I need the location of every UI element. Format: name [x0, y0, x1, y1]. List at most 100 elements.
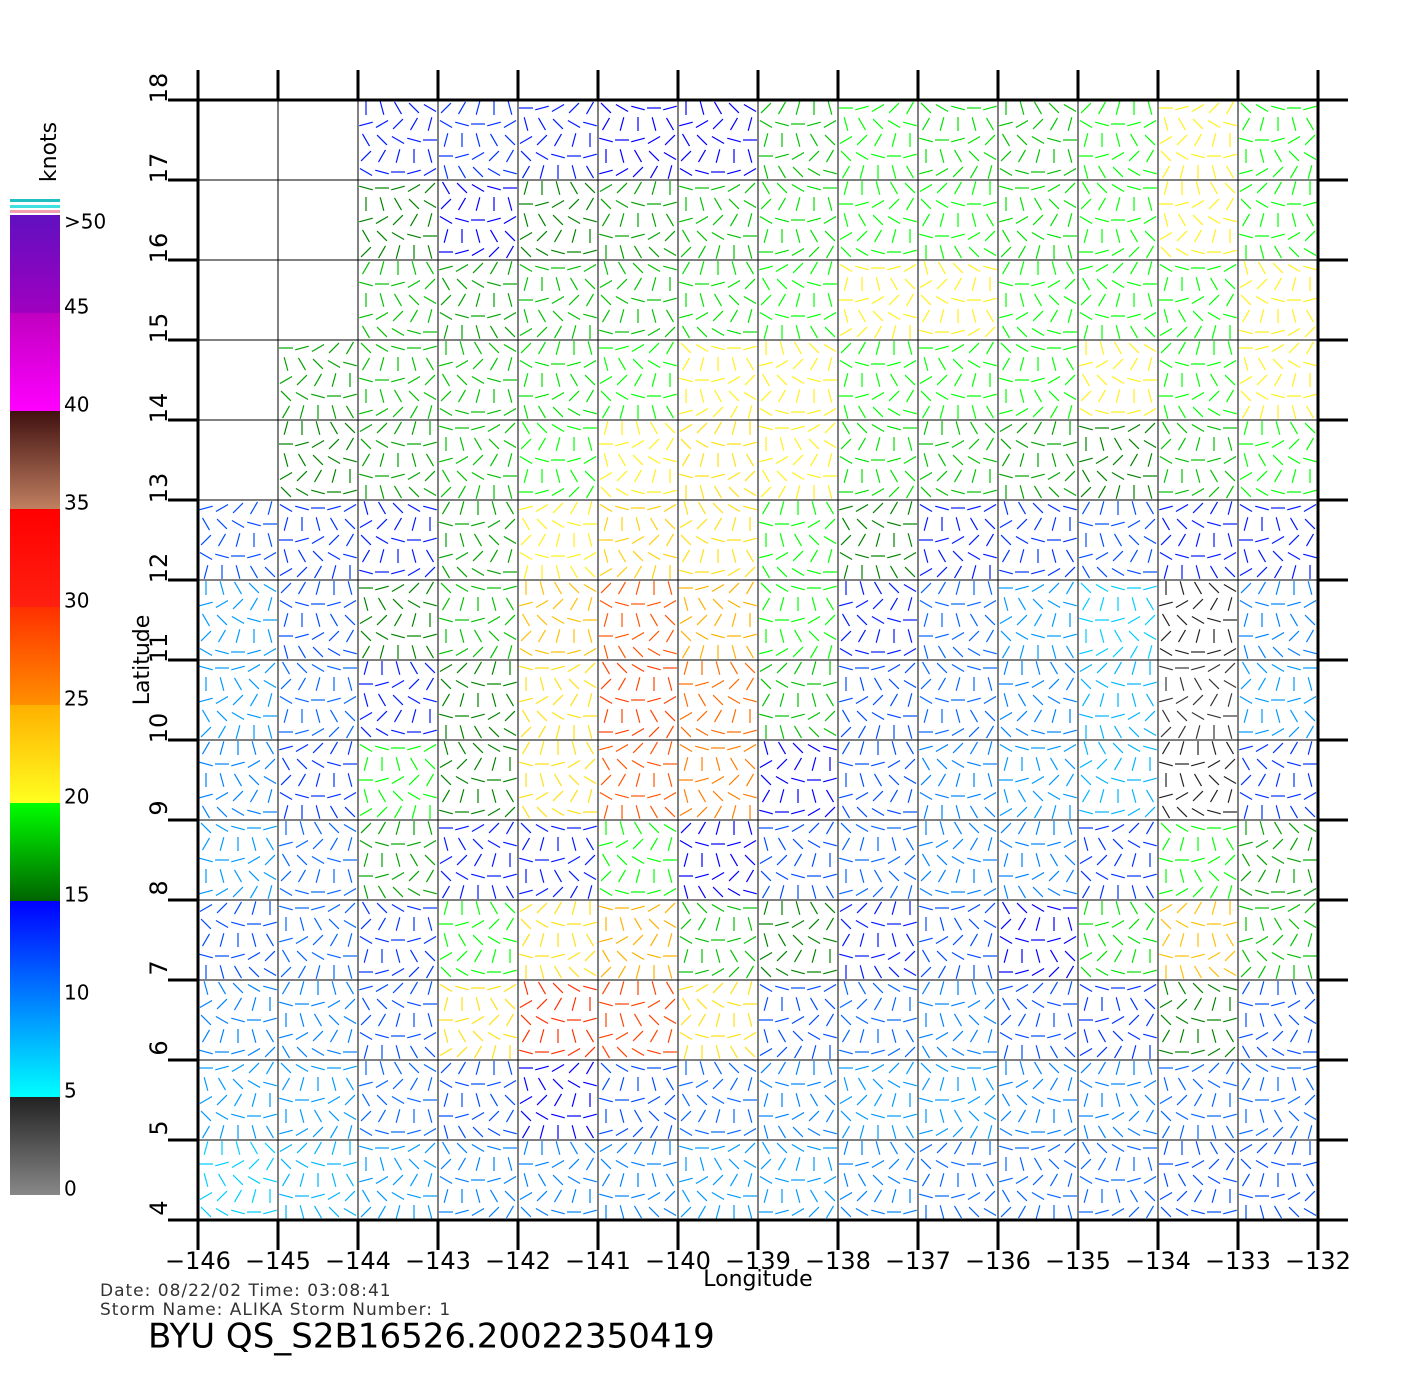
wind-cell: [279, 741, 357, 819]
wind-cell: [199, 901, 277, 979]
wind-cell: [599, 581, 677, 659]
wind-cell: [839, 901, 917, 979]
wind-cell: [599, 1141, 677, 1219]
wind-cell: [839, 263, 917, 339]
wind-cell: [599, 503, 677, 579]
wind-cell: [359, 342, 437, 419]
wind-cell: [759, 1061, 837, 1139]
wind-cell: [999, 981, 1077, 1059]
wind-cell: [1159, 1141, 1237, 1218]
wind-cell: [519, 741, 597, 819]
wind-cell: [759, 261, 837, 339]
wind-cell: [1239, 421, 1317, 498]
wind-cell: [439, 741, 517, 818]
wind-cell: [999, 342, 1077, 419]
x-tick-label: −146: [165, 1247, 231, 1275]
wind-cell: [359, 421, 437, 499]
wind-cell: [679, 421, 757, 499]
wind-cell: [1159, 662, 1237, 739]
wind-cell: [1159, 901, 1237, 979]
wind-cell: [839, 741, 917, 819]
wind-cell: [919, 741, 997, 819]
y-tick-label: 16: [145, 233, 173, 264]
wind-cell: [1079, 901, 1157, 978]
colorbar-segment: [10, 215, 60, 313]
wind-cell: [279, 341, 357, 419]
colorbar-segment: [10, 411, 60, 509]
wind-cell: [1159, 981, 1237, 1058]
colorbar-tick-label: 15: [64, 883, 89, 907]
colorbar-segment: [10, 509, 60, 607]
colorbar-cap: [10, 205, 60, 208]
wind-cell: [439, 261, 517, 339]
wind-cell: [359, 743, 437, 819]
wind-cell: [759, 582, 837, 659]
wind-cell: [999, 1142, 1077, 1219]
y-tick-label: 7: [145, 960, 173, 975]
wind-cell: [999, 421, 1077, 499]
colorbar-segment: [10, 1097, 60, 1195]
wind-cell: [199, 1141, 277, 1218]
y-tick-label: 14: [145, 393, 173, 424]
wind-cell: [679, 901, 757, 979]
wind-cell: [679, 1142, 757, 1219]
wind-cell: [599, 741, 677, 819]
wind-cell: [839, 101, 917, 179]
wind-cell: [599, 341, 677, 419]
wind-cell: [759, 983, 837, 1059]
x-tick-label: −143: [405, 1247, 471, 1275]
wind-cell: [1239, 581, 1317, 659]
y-tick-label: 17: [145, 153, 173, 184]
wind-cell: [519, 501, 597, 579]
y-tick-label: 8: [145, 880, 173, 895]
x-tick-label: −144: [325, 1247, 391, 1275]
wind-cell: [1239, 821, 1317, 897]
wind-cell: [839, 181, 917, 258]
wind-cell: [679, 182, 757, 259]
wind-cell: [759, 422, 837, 499]
wind-cell: [359, 182, 437, 259]
wind-cell: [519, 981, 597, 1058]
wind-cell: [439, 661, 517, 739]
wind-cell: [679, 342, 757, 419]
wind-cell: [919, 581, 997, 659]
wind-cell: [919, 1141, 997, 1219]
wind-cell: [1159, 421, 1237, 499]
wind-cell: [1159, 741, 1237, 819]
wind-cell: [1239, 261, 1317, 338]
wind-cell: [839, 421, 917, 499]
wind-cell: [1159, 501, 1237, 579]
wind-cell: [279, 902, 357, 979]
wind-cell: [599, 181, 677, 259]
wind-cell: [1079, 101, 1157, 179]
wind-cell: [519, 901, 597, 979]
wind-cell: [919, 102, 997, 179]
wind-cell: [919, 181, 997, 259]
wind-cell: [1239, 902, 1317, 979]
wind-cell: [919, 503, 997, 579]
wind-cell: [1079, 181, 1157, 259]
wind-cell: [759, 341, 837, 417]
wind-cell: [359, 661, 437, 738]
wind-cell: [279, 661, 357, 739]
wind-cell: [759, 741, 837, 818]
wind-cell: [919, 661, 997, 739]
wind-cell: [1239, 1062, 1317, 1139]
wind-cell: [599, 821, 677, 897]
wind-cell: [679, 581, 757, 659]
wind-cell: [1159, 181, 1237, 258]
wind-cell: [439, 1061, 517, 1139]
wind-cell: [759, 1141, 837, 1219]
x-tick-label: −145: [245, 1247, 311, 1275]
wind-cell: [759, 901, 837, 978]
wind-cell: [359, 501, 437, 578]
wind-cell: [519, 421, 597, 499]
wind-cell: [199, 822, 277, 899]
wind-cell: [999, 901, 1077, 979]
wind-cell: [1079, 741, 1157, 818]
wind-cell: [359, 261, 437, 339]
wind-cell: [999, 661, 1077, 738]
wind-cell: [279, 981, 357, 1059]
wind-cell: [839, 501, 917, 579]
colorbar-segment: [10, 999, 60, 1097]
